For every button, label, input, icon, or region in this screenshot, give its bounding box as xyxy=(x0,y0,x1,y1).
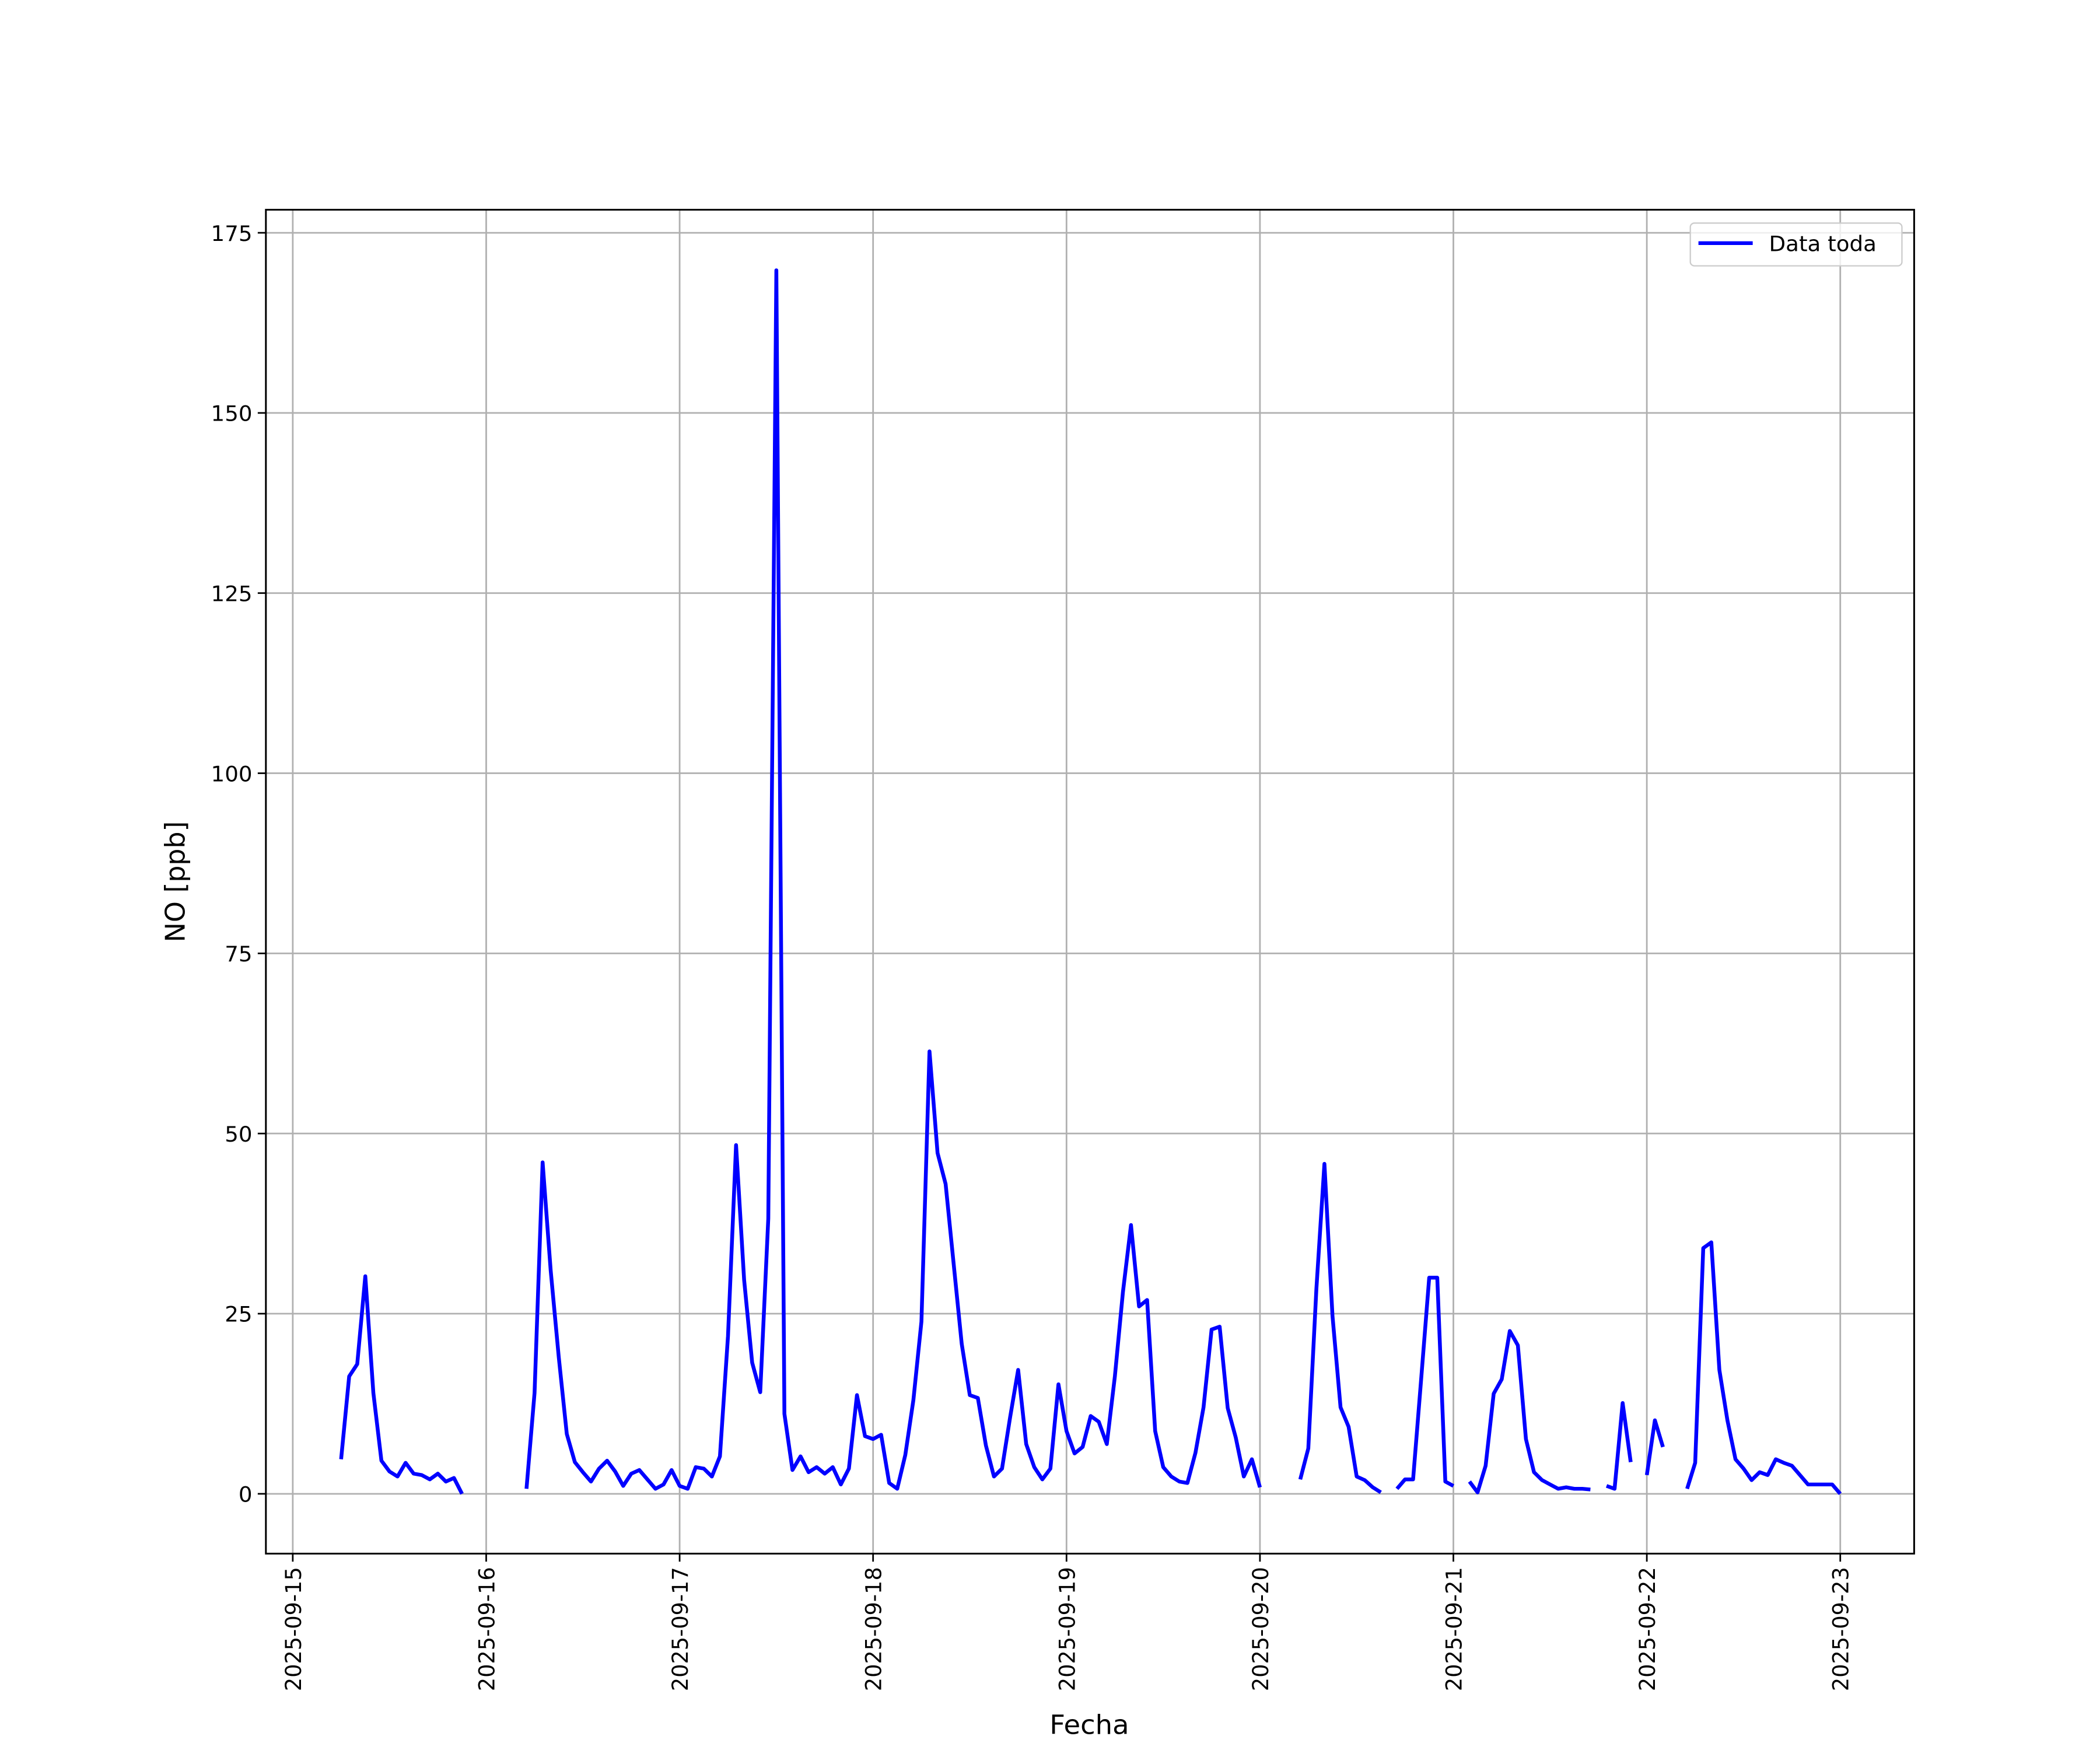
plot-area xyxy=(339,268,1842,1495)
legend: Data toda xyxy=(1689,222,1903,267)
x-tick-label: 2025-09-22 xyxy=(1635,1567,1660,1691)
y-tick-label: 100 xyxy=(211,762,253,787)
grid xyxy=(265,209,1915,1554)
x-tick-label: 2025-09-21 xyxy=(1441,1567,1466,1691)
x-tick-label: 2025-09-16 xyxy=(474,1567,499,1691)
x-tick-label: 2025-09-17 xyxy=(668,1567,693,1691)
y-tick-label: 75 xyxy=(225,942,252,967)
x-tick-label: 2025-09-23 xyxy=(1828,1567,1853,1691)
y-tick-label: 0 xyxy=(239,1482,253,1507)
y-tick-label: 125 xyxy=(211,582,253,607)
y-tick-label: 150 xyxy=(211,401,253,426)
axes-frame xyxy=(265,209,1915,1555)
x-axis-label: Fecha xyxy=(1049,1709,1129,1741)
legend-box xyxy=(1689,222,1903,267)
x-tick-label: 2025-09-15 xyxy=(281,1567,306,1691)
data-line xyxy=(339,268,1842,1495)
x-tick-label: 2025-09-20 xyxy=(1248,1567,1273,1691)
x-tick-label: 2025-09-19 xyxy=(1055,1567,1080,1691)
y-tick-label: 175 xyxy=(211,221,253,246)
legend-label: Data toda xyxy=(1769,232,1877,257)
y-tick-label: 50 xyxy=(225,1122,252,1147)
y-axis-label: NO [ppb] xyxy=(159,821,191,943)
y-tick-label: 25 xyxy=(225,1302,252,1327)
x-tick-label: 2025-09-18 xyxy=(861,1567,886,1691)
